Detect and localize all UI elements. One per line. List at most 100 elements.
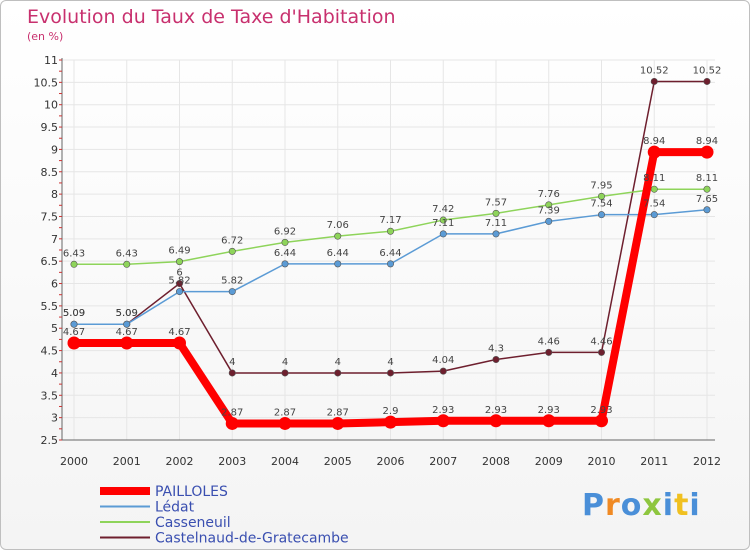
y-tick-label: 9.5 [41, 121, 59, 134]
data-label: 6 [176, 268, 182, 279]
y-tick-label: 2.5 [41, 434, 59, 447]
y-tick-label: 8 [51, 188, 58, 201]
data-label: 7.95 [590, 180, 612, 191]
data-point [545, 201, 553, 209]
data-label: 8.94 [696, 136, 718, 147]
data-point [545, 217, 553, 225]
x-tick-label: 2000 [60, 455, 88, 468]
data-label: 4.67 [63, 327, 85, 338]
x-tick-label: 2009 [535, 455, 563, 468]
data-point [70, 320, 78, 328]
y-tick-label: 5 [51, 322, 58, 335]
logo-letter: x [642, 488, 663, 523]
data-label: 4 [282, 357, 288, 368]
data-point [650, 211, 658, 219]
y-tick-label: 7.5 [41, 210, 59, 223]
x-tick-label: 2007 [429, 455, 457, 468]
data-point [386, 227, 394, 235]
y-tick-label: 10.5 [34, 76, 59, 89]
data-label: 2.93 [432, 405, 454, 416]
data-label: 4.3 [488, 344, 504, 355]
data-point [228, 288, 236, 296]
y-tick-label: 9 [51, 143, 58, 156]
logo-letter: r [605, 488, 621, 523]
data-point [647, 145, 661, 159]
data-label: 6.44 [327, 248, 349, 259]
legend-label: Lédat [155, 500, 195, 516]
x-tick-label: 2001 [113, 455, 141, 468]
data-point [70, 260, 78, 268]
data-label: 5.09 [63, 308, 85, 319]
data-label: 7.57 [485, 197, 507, 208]
logo-letter: t [674, 488, 690, 523]
x-tick-label: 2011 [640, 455, 668, 468]
y-tick-label: 5.5 [41, 300, 59, 313]
data-label: 6.43 [63, 248, 85, 259]
x-tick-label: 2005 [324, 455, 352, 468]
data-point [278, 416, 292, 430]
data-label: 7.17 [379, 215, 401, 226]
data-point [225, 416, 239, 430]
data-label: 7.39 [538, 205, 560, 216]
data-label: 7.54 [643, 199, 665, 210]
legend-label: Casseneuil [155, 515, 231, 531]
logo-letter: o [620, 488, 643, 523]
data-point [334, 369, 342, 377]
data-label: 4.46 [590, 336, 612, 347]
data-point [439, 367, 447, 375]
y-tick-label: 3.5 [41, 389, 59, 402]
data-point [281, 260, 289, 268]
data-point [176, 288, 184, 296]
data-label: 2.93 [485, 405, 507, 416]
data-label: 7.76 [538, 189, 560, 200]
legend-label: Castelnaud-de-Gratecambe [155, 531, 349, 547]
data-label: 5.09 [116, 308, 138, 319]
data-label: 6.49 [168, 246, 190, 257]
logo-letter: P [582, 488, 605, 523]
data-label: 5.09 [116, 308, 138, 319]
data-label: 4.46 [538, 336, 560, 347]
data-point [123, 320, 131, 328]
logo-letter: i [662, 488, 675, 523]
data-label: 7.06 [327, 220, 349, 231]
data-point [700, 145, 714, 159]
data-label: 2.93 [538, 405, 560, 416]
data-point [650, 185, 658, 193]
data-label: 8.94 [643, 136, 665, 147]
data-point [436, 414, 450, 428]
legend-label: PAILLOLES [155, 484, 228, 500]
data-point [492, 230, 500, 238]
y-tick-label: 3 [51, 412, 58, 425]
data-label: 7.11 [485, 218, 507, 229]
data-label: 2.93 [590, 405, 612, 416]
data-point [703, 77, 711, 85]
data-point [542, 414, 556, 428]
data-point [334, 260, 342, 268]
data-point [650, 77, 658, 85]
data-point [384, 415, 397, 429]
data-point [281, 238, 289, 246]
data-label: 7.11 [432, 218, 454, 229]
data-label: 4.67 [116, 327, 138, 338]
y-tick-label: 6.5 [41, 255, 59, 268]
data-label: 6.43 [116, 248, 138, 259]
data-label: 7.54 [590, 199, 612, 210]
data-point [703, 185, 711, 193]
data-label: 7.65 [696, 194, 718, 205]
data-point [331, 416, 345, 430]
data-label: 5.09 [63, 308, 85, 319]
y-tick-label: 6 [51, 278, 58, 291]
data-point [492, 209, 500, 217]
data-label: 2.9 [383, 406, 399, 417]
data-label: 5.82 [221, 276, 243, 287]
data-label: 7.42 [432, 204, 454, 215]
y-tick-label: 7 [51, 233, 58, 246]
data-label: 4 [335, 357, 341, 368]
data-label: 5.82 [168, 276, 190, 287]
data-label: 4 [229, 357, 235, 368]
data-point [176, 258, 184, 266]
x-tick-label: 2002 [166, 455, 194, 468]
data-label: 8.11 [696, 173, 718, 184]
